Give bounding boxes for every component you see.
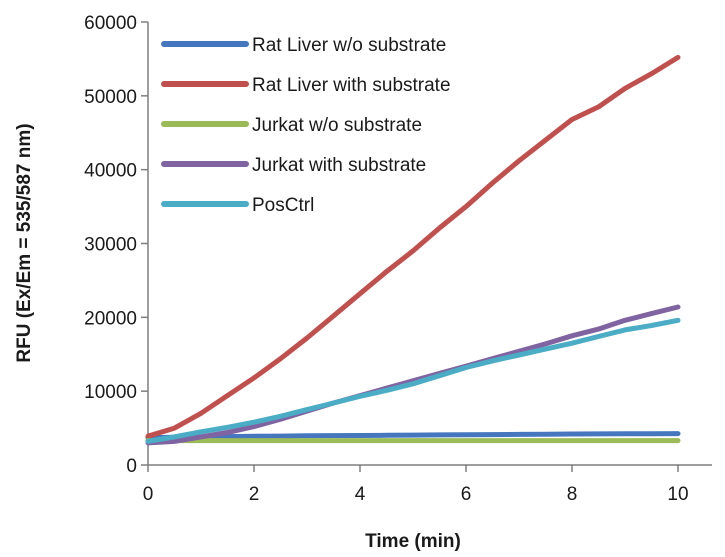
series-line-2 <box>145 54 681 439</box>
y-tick-label: 40000 <box>84 161 137 182</box>
legend-label: PosCtrl <box>252 195 314 216</box>
legend-label: Jurkat with substrate <box>252 155 426 176</box>
y-tick-label: 20000 <box>84 308 137 329</box>
legend-label: Rat Liver with substrate <box>252 75 451 96</box>
x-tick-label: 4 <box>355 484 366 505</box>
x-tick-label: 2 <box>249 484 260 505</box>
x-tick-label: 6 <box>461 484 472 505</box>
y-axis-title: RFU (Ex/Em = 535/587 nm) <box>14 123 35 362</box>
series-line-4 <box>145 304 681 446</box>
y-tick-label: 60000 <box>84 13 137 34</box>
series-line-1 <box>145 431 681 441</box>
y-tick-label: 10000 <box>84 382 137 403</box>
legend: Rat Liver w/o substrate Rat Liver with su… <box>161 35 451 216</box>
x-tick-label: 8 <box>567 484 578 505</box>
y-tick-label: 50000 <box>84 87 137 108</box>
series-line-5 <box>145 317 681 444</box>
legend-label: Jurkat w/o substrate <box>252 115 422 136</box>
x-tick-label: 0 <box>143 484 154 505</box>
x-axis-title: Time (min) <box>365 531 461 552</box>
x-axis-ticks: 0 2 4 6 8 10 <box>143 465 689 505</box>
y-axis-ticks: 0 10000 20000 30000 40000 50000 60000 <box>84 13 148 477</box>
series-lines <box>145 54 681 446</box>
y-tick-label: 0 <box>126 456 137 477</box>
legend-label: Rat Liver w/o substrate <box>252 35 446 56</box>
x-tick-label: 10 <box>667 484 688 505</box>
y-tick-label: 30000 <box>84 235 137 256</box>
